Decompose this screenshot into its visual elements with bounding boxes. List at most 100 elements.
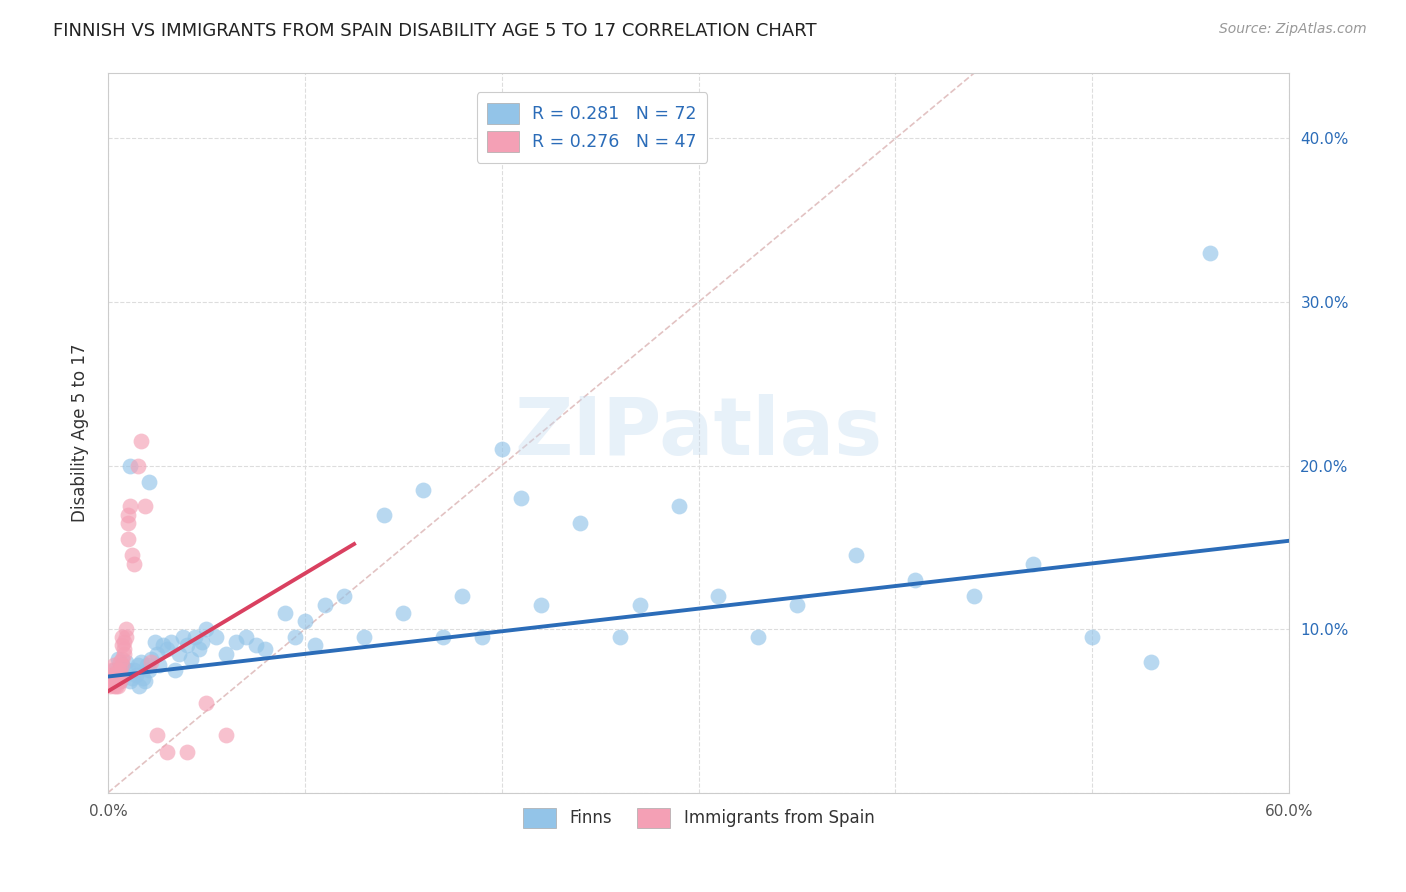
Point — [103, 679, 125, 693]
Point — [117, 508, 139, 522]
Point — [180, 651, 202, 665]
Point — [191, 635, 214, 649]
Point — [146, 728, 169, 742]
Point — [134, 500, 156, 514]
Point — [107, 671, 129, 685]
Point — [747, 630, 769, 644]
Point — [195, 696, 218, 710]
Point — [172, 630, 194, 644]
Point — [132, 671, 155, 685]
Point — [786, 598, 808, 612]
Point — [609, 630, 631, 644]
Point — [112, 635, 135, 649]
Point — [963, 590, 986, 604]
Point — [183, 630, 205, 644]
Point — [112, 641, 135, 656]
Point — [1022, 557, 1045, 571]
Point — [122, 663, 145, 677]
Point — [127, 458, 149, 473]
Point — [163, 663, 186, 677]
Point — [108, 674, 131, 689]
Point — [107, 668, 129, 682]
Point — [134, 674, 156, 689]
Point — [107, 651, 129, 665]
Point — [205, 630, 228, 644]
Point — [668, 500, 690, 514]
Text: Source: ZipAtlas.com: Source: ZipAtlas.com — [1219, 22, 1367, 37]
Point — [108, 655, 131, 669]
Point — [111, 630, 134, 644]
Point — [117, 532, 139, 546]
Point — [108, 663, 131, 677]
Point — [107, 674, 129, 689]
Point — [254, 641, 277, 656]
Point — [1081, 630, 1104, 644]
Point — [121, 549, 143, 563]
Point — [114, 630, 136, 644]
Point — [146, 647, 169, 661]
Point — [160, 635, 183, 649]
Point — [131, 655, 153, 669]
Point — [1199, 246, 1222, 260]
Point — [156, 641, 179, 656]
Point — [152, 639, 174, 653]
Point — [101, 671, 124, 685]
Point — [104, 674, 127, 689]
Point — [845, 549, 868, 563]
Point — [98, 679, 121, 693]
Point — [121, 671, 143, 685]
Point — [304, 639, 326, 653]
Point — [333, 590, 356, 604]
Point — [107, 663, 129, 677]
Text: FINNISH VS IMMIGRANTS FROM SPAIN DISABILITY AGE 5 TO 17 CORRELATION CHART: FINNISH VS IMMIGRANTS FROM SPAIN DISABIL… — [53, 22, 817, 40]
Point — [353, 630, 375, 644]
Point — [108, 674, 131, 689]
Point — [101, 663, 124, 677]
Point — [510, 491, 533, 506]
Point — [156, 745, 179, 759]
Point — [112, 668, 135, 682]
Point — [392, 606, 415, 620]
Point — [104, 679, 127, 693]
Point — [118, 674, 141, 689]
Point — [215, 728, 238, 742]
Point — [225, 635, 247, 649]
Point — [187, 641, 209, 656]
Point — [98, 668, 121, 682]
Point — [569, 516, 592, 530]
Legend: Finns, Immigrants from Spain: Finns, Immigrants from Spain — [516, 801, 882, 835]
Point — [118, 458, 141, 473]
Point — [176, 745, 198, 759]
Point — [111, 658, 134, 673]
Point — [111, 658, 134, 673]
Point — [176, 639, 198, 653]
Point — [284, 630, 307, 644]
Point — [111, 639, 134, 653]
Point — [111, 651, 134, 665]
Point — [103, 674, 125, 689]
Point — [143, 635, 166, 649]
Point — [117, 516, 139, 530]
Point — [114, 622, 136, 636]
Point — [118, 500, 141, 514]
Point — [471, 630, 494, 644]
Point — [124, 668, 146, 682]
Point — [294, 614, 316, 628]
Point — [107, 679, 129, 693]
Point — [167, 647, 190, 661]
Point — [148, 658, 170, 673]
Point — [195, 622, 218, 636]
Point — [98, 674, 121, 689]
Point — [1140, 655, 1163, 669]
Point — [117, 663, 139, 677]
Point — [101, 674, 124, 689]
Point — [235, 630, 257, 644]
Point — [530, 598, 553, 612]
Point — [141, 651, 163, 665]
Point — [122, 557, 145, 571]
Point — [103, 658, 125, 673]
Text: ZIPatlas: ZIPatlas — [515, 393, 883, 472]
Point — [707, 590, 730, 604]
Point — [104, 668, 127, 682]
Point — [127, 658, 149, 673]
